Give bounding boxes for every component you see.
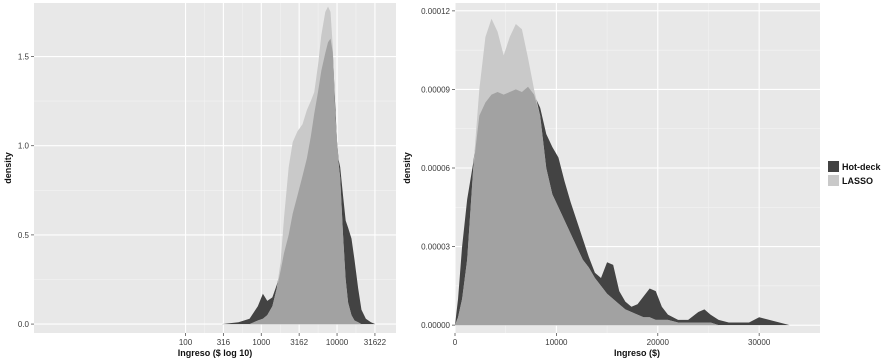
legend-swatch-lasso	[828, 175, 839, 186]
legend-swatch-hot-deck	[828, 161, 839, 172]
density-overlap	[455, 86, 810, 326]
x-tick-label: 10000	[545, 338, 568, 347]
x-tick-label: 3162	[290, 338, 308, 347]
y-axis-label: density	[3, 152, 13, 184]
x-tick-label: 10000	[326, 338, 349, 347]
x-axis-label: Ingreso ($ log 10)	[178, 348, 253, 358]
x-axis-label: Ingreso ($)	[614, 348, 660, 358]
y-tick-label: 0.00003	[421, 243, 450, 252]
y-tick-label: 0.5	[18, 231, 30, 240]
y-tick-label: 0.0	[18, 320, 30, 329]
density-overlap	[34, 38, 380, 325]
x-tick-label: 316	[217, 338, 231, 347]
legend-label-hot-deck: Hot-deck	[842, 162, 881, 172]
x-tick-label: 0	[453, 338, 458, 347]
x-tick-label: 1000	[252, 338, 270, 347]
y-tick-label: 1.5	[18, 53, 30, 62]
chart-log-income: 0.0 0.5 1.0 1.5 100 316 1000 3162 10000 31622 In…	[3, 3, 396, 358]
x-tick-label: 100	[179, 338, 193, 347]
y-tick-label: 0.00009	[421, 85, 450, 94]
x-tick-label: 30000	[748, 338, 771, 347]
legend-label-lasso: LASSO	[842, 176, 873, 186]
y-tick-label: 1.0	[18, 142, 30, 151]
y-tick-label: 0.00006	[421, 164, 450, 173]
y-tick-label: 0.00012	[421, 7, 450, 16]
x-tick-label: 20000	[647, 338, 670, 347]
y-tick-label: 0.00000	[421, 321, 450, 330]
y-axis-label: density	[402, 152, 412, 184]
legend: Hot-deck LASSO	[828, 161, 881, 186]
chart-income: 0.00000 0.00003 0.00006 0.00009 0.00012 0 100…	[402, 3, 820, 358]
x-tick-label: 31622	[364, 338, 387, 347]
